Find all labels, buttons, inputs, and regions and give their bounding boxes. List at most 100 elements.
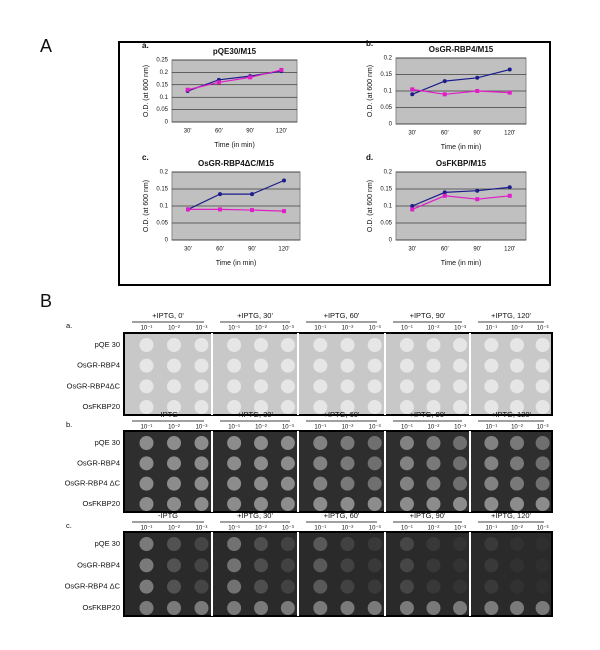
colony-spot <box>399 497 414 511</box>
colony-spot <box>399 338 414 352</box>
point <box>507 90 512 95</box>
y-tick-label: 0.15 <box>156 82 168 88</box>
colony-spot <box>535 436 550 450</box>
colony-spot <box>227 476 242 491</box>
colony-spot <box>510 558 524 573</box>
colony-spot <box>167 338 181 352</box>
series-line <box>412 68 510 95</box>
colony-spot <box>313 601 328 615</box>
colony-spot <box>313 456 328 471</box>
point <box>410 87 415 92</box>
colony-spot <box>484 558 499 573</box>
colony-spot <box>510 476 524 491</box>
colony-spot <box>227 358 242 373</box>
plot-area <box>171 59 298 123</box>
colony-spot <box>453 379 468 394</box>
colony-spot <box>426 456 441 471</box>
colony-spot <box>510 456 524 471</box>
x-axis-label: Time (in min) <box>441 144 482 151</box>
chart-label: a. <box>142 41 149 50</box>
strain-label: OsGR-RBP4ΔC <box>67 381 121 390</box>
chart-title: OsGR-RBP4ΔC/M15 <box>198 159 275 168</box>
colony-spot <box>313 400 328 414</box>
colony-spot <box>340 358 355 373</box>
colony-spot <box>167 436 181 450</box>
y-tick-label: 0.2 <box>160 170 169 176</box>
colony-spot <box>535 338 550 352</box>
colony-spot <box>399 601 414 615</box>
dilution-label: 10⁻² <box>342 326 354 332</box>
colony-spot <box>453 601 468 615</box>
dilution-label: 10⁻³ <box>282 526 294 532</box>
point <box>248 75 253 80</box>
dilution-label: 10⁻² <box>255 326 267 332</box>
colony-spot <box>510 358 524 373</box>
point <box>507 185 512 190</box>
colony-spot <box>453 476 468 491</box>
colony-spot <box>254 497 268 511</box>
colony-spot <box>254 476 268 491</box>
y-tick-label: 0.2 <box>384 56 393 62</box>
colony-spot <box>167 601 181 615</box>
strain-label: pQE 30 <box>95 340 120 349</box>
dilution-label: 10⁻³ <box>196 526 208 532</box>
point <box>279 67 284 72</box>
dilution-label: 10⁻¹ <box>141 526 153 532</box>
strain-label: OsGR-RBP4 <box>77 361 120 370</box>
dilution-label: 10⁻³ <box>454 326 466 332</box>
colony-spot <box>453 338 468 352</box>
dilution-label: 10⁻³ <box>369 326 381 332</box>
y-tick-label: 0.1 <box>160 204 169 210</box>
colony-spot <box>340 537 355 551</box>
dilution-label: 10⁻³ <box>282 425 294 431</box>
x-tick-label: 90' <box>248 247 256 253</box>
colony-spot <box>535 537 550 551</box>
x-tick-label: 30' <box>408 131 416 137</box>
colony-spot <box>280 400 295 414</box>
plate-label: c. <box>66 521 72 530</box>
colony-spot <box>227 558 242 573</box>
x-axis-label: Time (in min) <box>216 260 257 267</box>
colony-spot <box>313 579 328 594</box>
y-tick-label: 0.05 <box>156 107 168 113</box>
colony-spot <box>194 436 209 450</box>
point <box>475 197 480 202</box>
colony-spot <box>167 497 181 511</box>
colony-spot <box>340 456 355 471</box>
colony-spot <box>139 436 154 450</box>
colony-spot <box>194 497 209 511</box>
y-tick-label: 0.05 <box>156 221 168 227</box>
colony-spot <box>426 358 441 373</box>
colony-spot <box>313 338 328 352</box>
x-tick-label: 120' <box>504 131 515 137</box>
colony-spot <box>340 579 355 594</box>
colony-spot <box>340 476 355 491</box>
colony-spot <box>194 537 209 551</box>
condition-label: -IPTG <box>158 410 178 419</box>
point <box>507 193 512 198</box>
colony-spot <box>227 497 242 511</box>
condition-label: +IPTG, 60' <box>324 311 360 320</box>
colony-spot <box>426 338 441 352</box>
colony-spot <box>139 456 154 471</box>
colony-spot <box>510 338 524 352</box>
colony-spot <box>484 476 499 491</box>
dilution-label: 10⁻¹ <box>401 326 413 332</box>
colony-spot <box>367 436 382 450</box>
colony-spot <box>399 456 414 471</box>
colony-spot <box>254 579 268 594</box>
colony-spot <box>139 476 154 491</box>
condition-label: +IPTG, 0' <box>152 311 184 320</box>
colony-spot <box>194 579 209 594</box>
colony-spot <box>510 579 524 594</box>
strain-label: pQE 30 <box>95 539 120 548</box>
colony-spot <box>254 558 268 573</box>
colony-spot <box>167 537 181 551</box>
plate <box>123 531 553 617</box>
condition-label: +IPTG, 90' <box>410 511 446 520</box>
condition-label: +IPTG, 90' <box>410 311 446 320</box>
colony-spot <box>399 558 414 573</box>
x-tick-label: 120' <box>276 129 287 135</box>
colony-spot <box>194 558 209 573</box>
dilution-label: 10⁻³ <box>537 526 549 532</box>
